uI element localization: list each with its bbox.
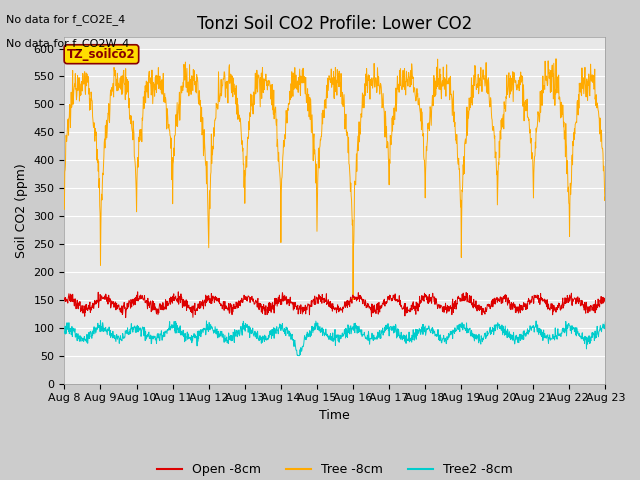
Text: TZ_soilco2: TZ_soilco2 (67, 48, 136, 60)
Legend: Open -8cm, Tree -8cm, Tree2 -8cm: Open -8cm, Tree -8cm, Tree2 -8cm (152, 458, 518, 480)
Text: No data for f_CO2W_4: No data for f_CO2W_4 (6, 38, 130, 49)
Title: Tonzi Soil CO2 Profile: Lower CO2: Tonzi Soil CO2 Profile: Lower CO2 (197, 15, 472, 33)
X-axis label: Time: Time (319, 409, 350, 422)
Y-axis label: Soil CO2 (ppm): Soil CO2 (ppm) (15, 163, 28, 258)
Text: No data for f_CO2E_4: No data for f_CO2E_4 (6, 14, 125, 25)
